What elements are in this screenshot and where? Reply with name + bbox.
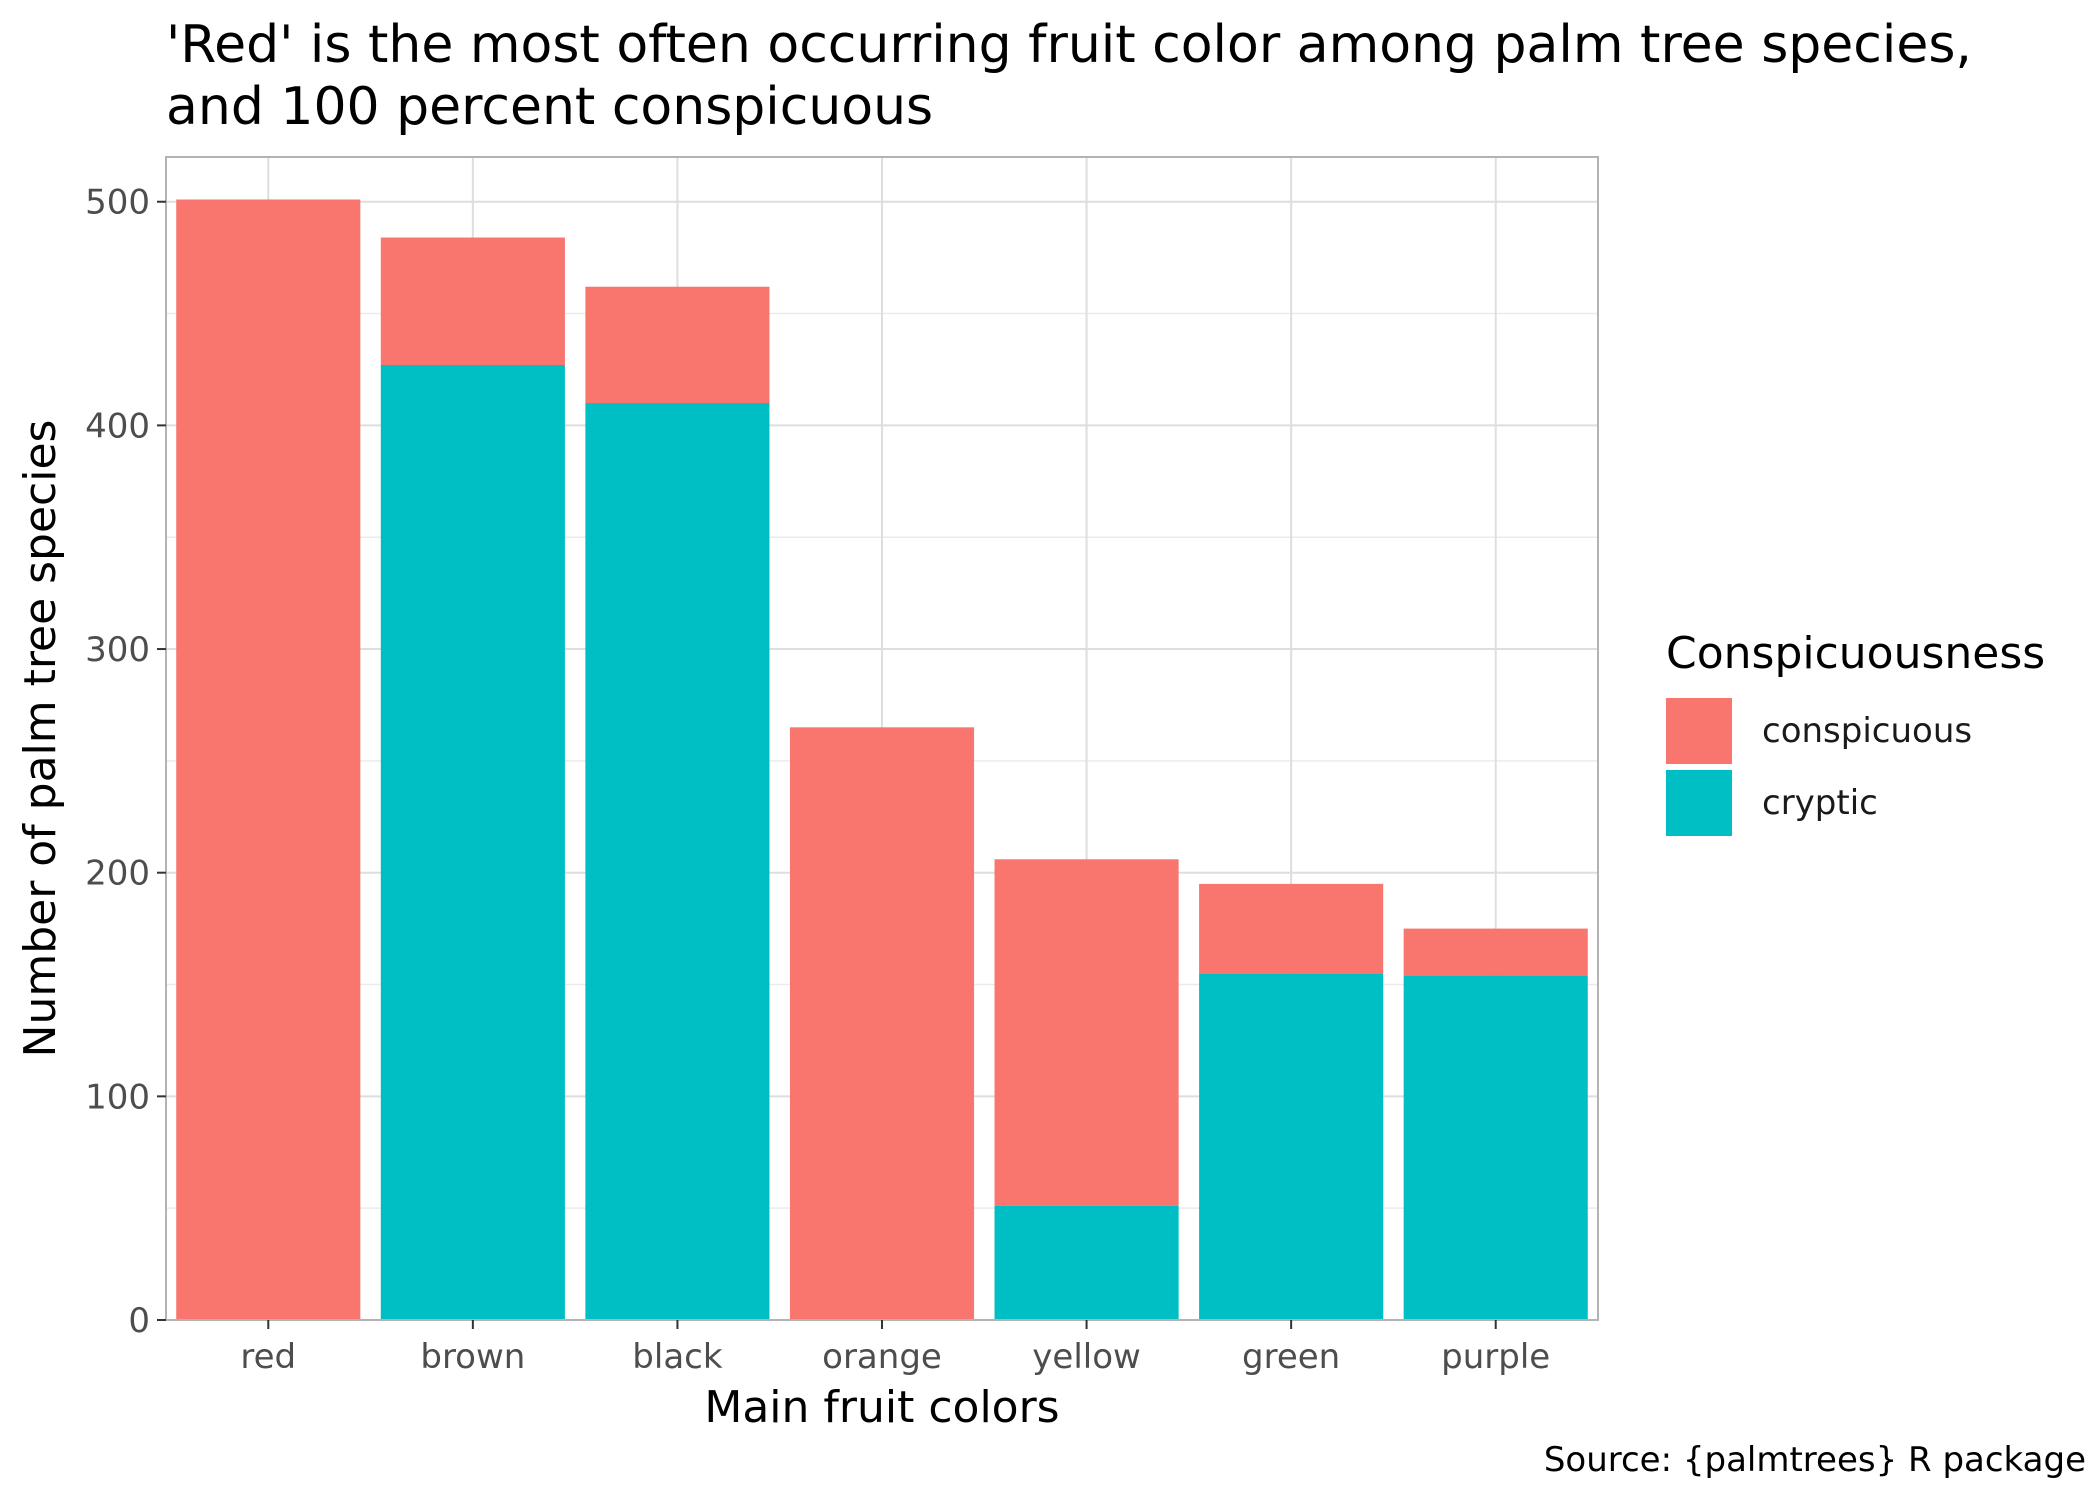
bars: [176, 199, 1588, 1321]
x-tick-label-yellow: yellow: [1032, 1337, 1141, 1377]
x-tick-label-black: black: [632, 1337, 723, 1377]
bar-brown-cryptic: [380, 364, 565, 1321]
bar-black-cryptic: [585, 403, 770, 1320]
legend-label-conspicuous: conspicuous: [1762, 711, 1973, 751]
legend: Conspicuousness conspicuous cryptic: [1666, 628, 2045, 839]
x-tick-label-red: red: [240, 1337, 296, 1377]
bar-red-conspicuous: [176, 199, 361, 1320]
x-tick-label-green: green: [1242, 1337, 1340, 1377]
y-tick-label: 400: [85, 406, 150, 446]
y-tick-label: 200: [85, 854, 150, 894]
bar-purple-conspicuous: [1403, 928, 1588, 976]
legend-label-cryptic: cryptic: [1762, 783, 1878, 823]
legend-item-conspicuous: conspicuous: [1666, 695, 2045, 767]
x-tick-label-purple: purple: [1441, 1337, 1550, 1377]
legend-item-cryptic: cryptic: [1666, 767, 2045, 839]
legend-title: Conspicuousness: [1666, 628, 2046, 679]
bar-green-cryptic: [1199, 973, 1384, 1320]
x-axis-title: Main fruit colors: [704, 1382, 1059, 1433]
source-caption: Source: {palmtrees} R package: [1543, 1440, 2086, 1480]
bar-orange-conspicuous: [789, 727, 975, 1320]
y-tick-label: 300: [85, 630, 150, 670]
x-tick-label-brown: brown: [420, 1337, 525, 1377]
legend-swatch-cryptic: [1666, 770, 1732, 836]
x-tick-label-orange: orange: [822, 1337, 942, 1377]
y-tick-label: 500: [85, 183, 150, 223]
y-axis-title: Number of palm tree species: [15, 420, 66, 1058]
bar-yellow-cryptic: [994, 1205, 1179, 1320]
y-tick-label: 100: [85, 1077, 150, 1117]
legend-swatch-conspicuous: [1666, 698, 1732, 764]
axes: 0 100 200 300 400 500 red brown black orange yello…: [85, 183, 1550, 1377]
bar-green-conspicuous: [1199, 883, 1384, 974]
bar-purple-cryptic: [1403, 975, 1588, 1320]
bar-black-conspicuous: [585, 286, 770, 404]
bar-brown-conspicuous: [380, 237, 565, 365]
bar-yellow-conspicuous: [994, 859, 1179, 1206]
y-tick-label: 0: [128, 1301, 150, 1341]
chart-title: 'Red' is the most often occurring fruit …: [166, 15, 1972, 137]
